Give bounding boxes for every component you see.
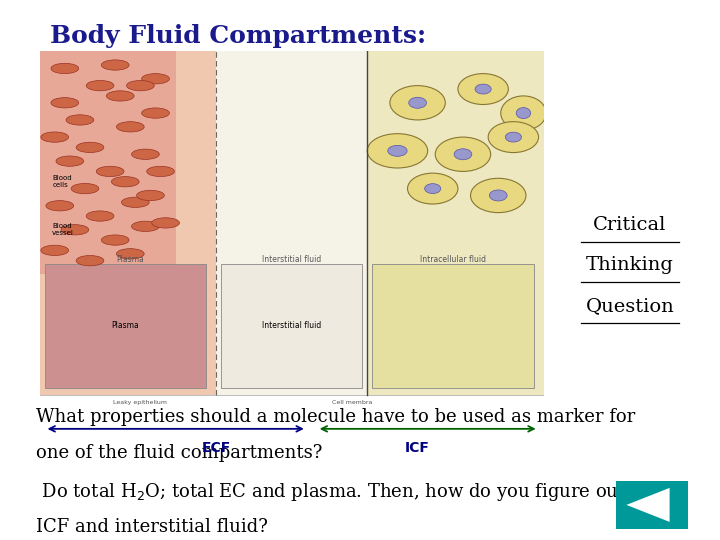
Ellipse shape bbox=[102, 60, 129, 70]
Text: Cell membra: Cell membra bbox=[332, 400, 372, 404]
Ellipse shape bbox=[475, 84, 491, 94]
Ellipse shape bbox=[490, 190, 507, 201]
Ellipse shape bbox=[501, 96, 546, 130]
Ellipse shape bbox=[142, 73, 169, 84]
Ellipse shape bbox=[127, 80, 154, 91]
Ellipse shape bbox=[132, 221, 159, 232]
Ellipse shape bbox=[56, 156, 84, 166]
Polygon shape bbox=[216, 51, 367, 395]
Text: Interstitial fluid: Interstitial fluid bbox=[262, 321, 321, 330]
Text: Leaky epithelium: Leaky epithelium bbox=[114, 400, 167, 404]
Text: Blood
cells: Blood cells bbox=[53, 175, 72, 188]
Bar bbox=[45, 264, 206, 388]
Text: Plasma: Plasma bbox=[117, 255, 144, 265]
Ellipse shape bbox=[61, 225, 89, 235]
Ellipse shape bbox=[46, 200, 73, 211]
Text: ICF and interstitial fluid?: ICF and interstitial fluid? bbox=[36, 518, 268, 536]
Ellipse shape bbox=[436, 137, 491, 171]
Text: Interstitial fluid: Interstitial fluid bbox=[262, 255, 321, 265]
Text: Question: Question bbox=[585, 297, 675, 315]
Ellipse shape bbox=[41, 132, 68, 142]
Ellipse shape bbox=[51, 63, 78, 73]
Ellipse shape bbox=[102, 235, 129, 245]
Ellipse shape bbox=[66, 115, 94, 125]
Ellipse shape bbox=[142, 108, 169, 118]
Text: ECF: ECF bbox=[202, 441, 230, 455]
Ellipse shape bbox=[471, 178, 526, 213]
Polygon shape bbox=[40, 51, 176, 274]
Text: Plasma: Plasma bbox=[112, 321, 139, 330]
Ellipse shape bbox=[41, 245, 68, 255]
Ellipse shape bbox=[388, 145, 407, 156]
Ellipse shape bbox=[147, 166, 174, 177]
Ellipse shape bbox=[71, 184, 99, 194]
Ellipse shape bbox=[409, 97, 426, 109]
Ellipse shape bbox=[390, 86, 446, 120]
Text: Critical: Critical bbox=[593, 216, 667, 234]
Ellipse shape bbox=[152, 218, 179, 228]
Text: Do total H$_2$O; total EC and plasma. Then, how do you figure out: Do total H$_2$O; total EC and plasma. Th… bbox=[36, 481, 626, 503]
Ellipse shape bbox=[107, 91, 134, 101]
Ellipse shape bbox=[117, 248, 144, 259]
Ellipse shape bbox=[122, 197, 149, 207]
Ellipse shape bbox=[86, 211, 114, 221]
Text: Body Fluid Compartments:: Body Fluid Compartments: bbox=[50, 24, 426, 48]
Text: Intracellular fluid: Intracellular fluid bbox=[420, 255, 486, 265]
Ellipse shape bbox=[132, 149, 159, 159]
Ellipse shape bbox=[86, 80, 114, 91]
Polygon shape bbox=[367, 51, 544, 395]
Text: one of the fluid compartments?: one of the fluid compartments? bbox=[36, 444, 323, 462]
Text: Blood
vessel: Blood vessel bbox=[53, 223, 74, 237]
Polygon shape bbox=[40, 51, 216, 395]
Ellipse shape bbox=[76, 142, 104, 152]
Polygon shape bbox=[626, 488, 670, 522]
Ellipse shape bbox=[425, 184, 441, 193]
Polygon shape bbox=[40, 51, 544, 395]
Ellipse shape bbox=[117, 122, 144, 132]
Ellipse shape bbox=[76, 255, 104, 266]
Ellipse shape bbox=[488, 122, 539, 152]
Text: ICF: ICF bbox=[405, 441, 430, 455]
Ellipse shape bbox=[516, 107, 531, 119]
Ellipse shape bbox=[408, 173, 458, 204]
Bar bbox=[372, 264, 534, 388]
Ellipse shape bbox=[505, 132, 521, 142]
Ellipse shape bbox=[454, 149, 472, 160]
Text: What properties should a molecule have to be used as marker for: What properties should a molecule have t… bbox=[36, 408, 635, 426]
Ellipse shape bbox=[458, 73, 508, 105]
Ellipse shape bbox=[367, 134, 428, 168]
Ellipse shape bbox=[137, 190, 164, 200]
Text: Thinking: Thinking bbox=[586, 256, 674, 274]
Ellipse shape bbox=[112, 177, 139, 187]
Ellipse shape bbox=[51, 98, 78, 108]
Ellipse shape bbox=[96, 166, 124, 177]
Bar bbox=[221, 264, 362, 388]
